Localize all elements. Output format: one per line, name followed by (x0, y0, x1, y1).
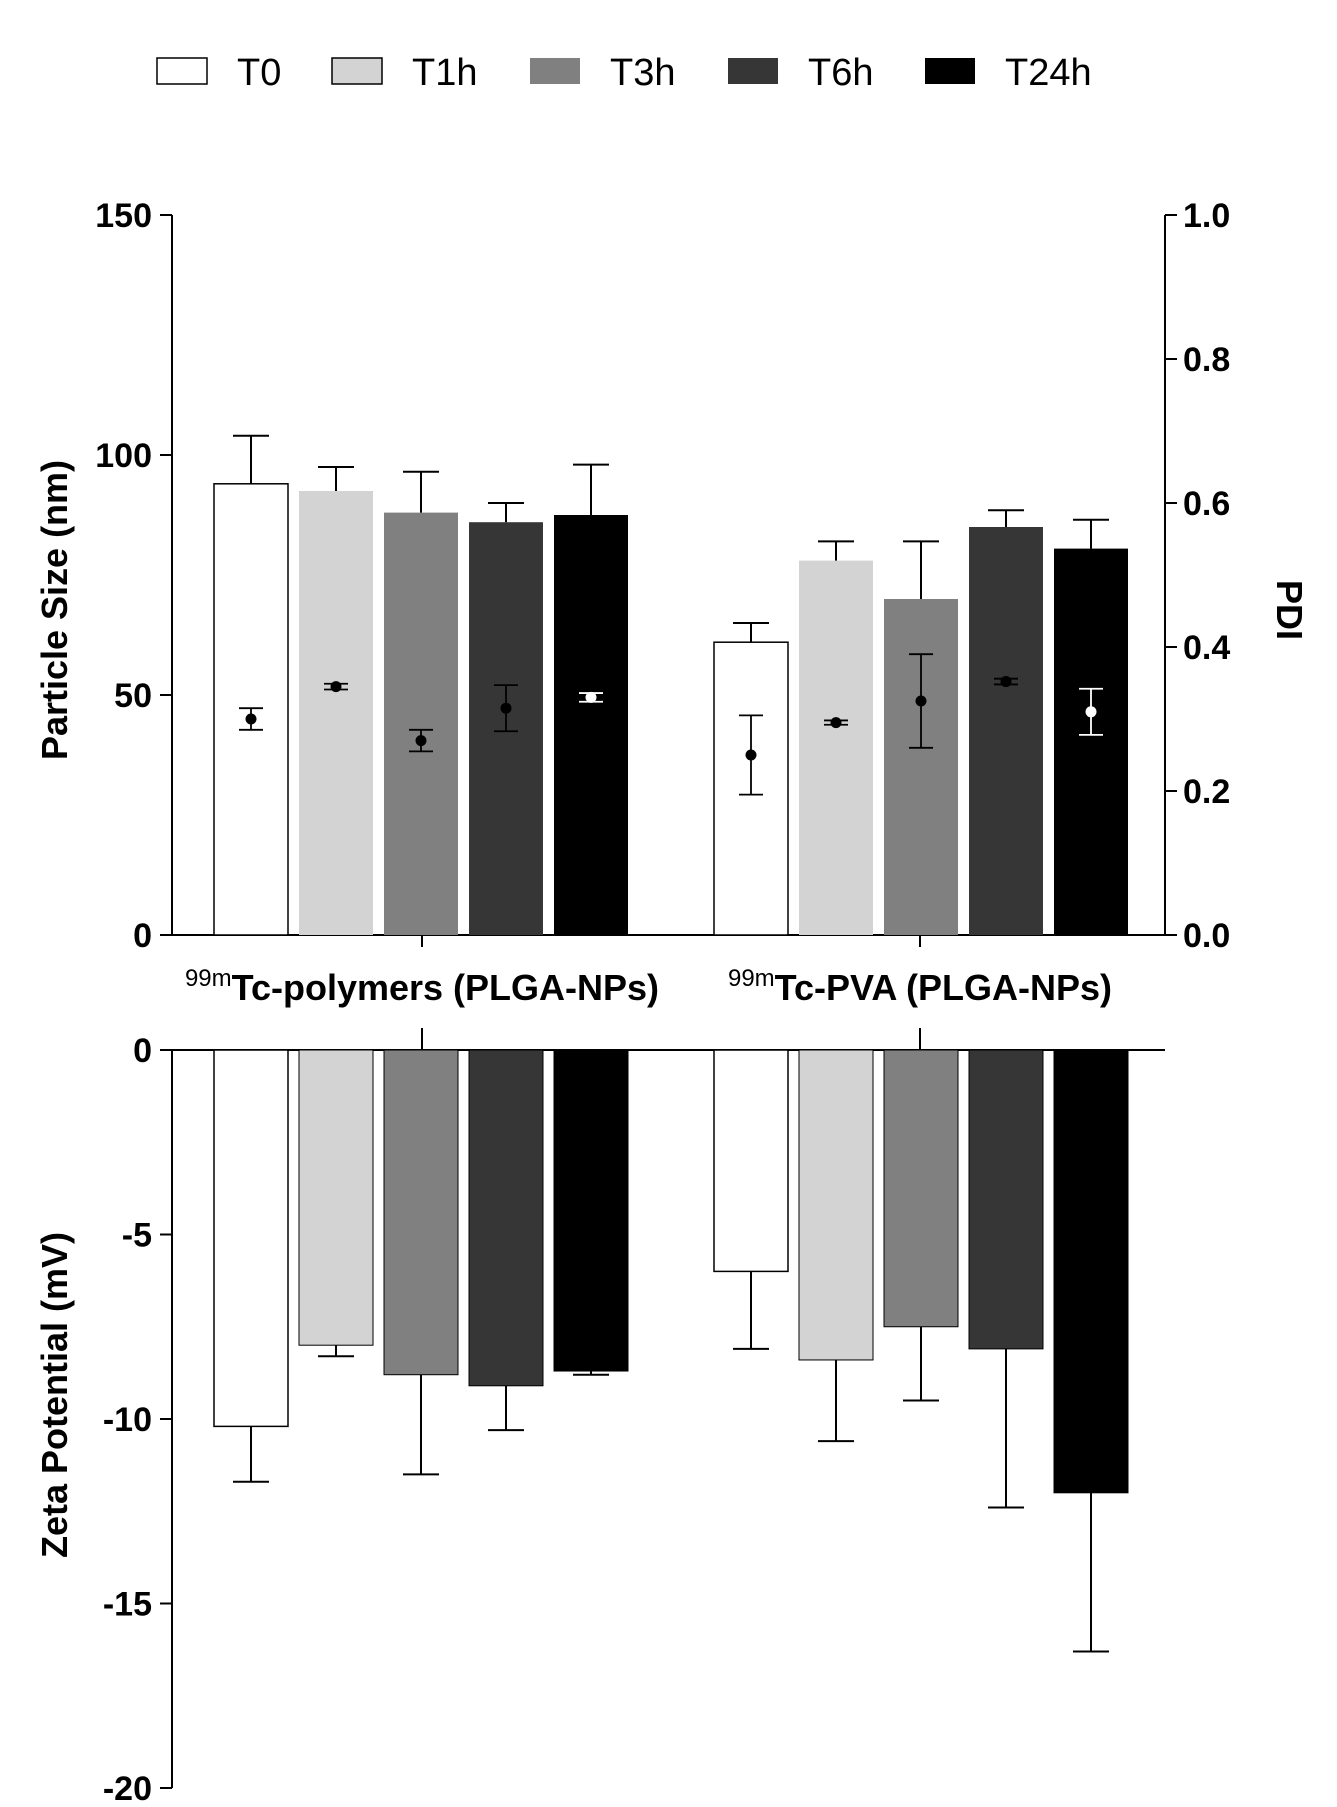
size-bar-polymers-t24h (554, 515, 628, 935)
group-label-pva: 99mTc-PVA (PLGA-NPs) (728, 965, 1112, 1008)
group-label-polymers-text: Tc-polymers (PLGA-NPs) (232, 967, 659, 1008)
legend-label-t24h: T24h (1005, 52, 1092, 94)
pdi-point-polymers-t24h (585, 691, 597, 703)
pdi-tick-label: 0.2 (1183, 773, 1230, 811)
zeta-bar-polymers-t0 (213, 1049, 289, 1428)
group-label-polymers-sup: 99m (185, 965, 232, 992)
particle-size-tick-label: 0 (133, 917, 152, 955)
pdi-point-pva-t3h (915, 695, 927, 707)
legend-item-t1h: T1h (331, 52, 477, 94)
zeta-bar-pva-t3h (883, 1049, 959, 1328)
legend-item-t6h: T6h (728, 52, 873, 94)
pdi-point-pva-t1h (830, 717, 842, 729)
pdi-axis-title: PDI (1269, 580, 1310, 640)
legend: T0 T1h T3h T6h T24h (156, 52, 1092, 94)
legend-swatch-t6h (728, 58, 778, 84)
size-bar-polymers-t1h (299, 491, 373, 935)
pdi-point-pva-t6h (1000, 676, 1012, 688)
zeta-bar-pva-t24h (1053, 1049, 1129, 1494)
chart-marks: 0 50 100 150 0.0 0.2 0.4 0.6 0.8 1.0 0 -5 -10 -15 -20 (95, 197, 1230, 1807)
pdi-point-pva-t24h (1085, 706, 1097, 718)
group-label-pva-sup: 99m (728, 965, 775, 992)
pdi-tick-label: 0.0 (1183, 917, 1230, 955)
zeta-tick-label: -10 (103, 1401, 152, 1439)
zeta-tick-label: 0 (133, 1032, 152, 1070)
group-label-pva-text: Tc-PVA (PLGA-NPs) (775, 967, 1112, 1008)
legend-item-t3h: T3h (530, 52, 675, 94)
size-bar-pva-t3h (884, 599, 958, 935)
zeta-tick-label: -5 (122, 1217, 152, 1255)
zeta-tick-label: -20 (103, 1770, 152, 1807)
zeta-bar-polymers-t24h (553, 1049, 629, 1372)
legend-label-t0: T0 (237, 52, 281, 94)
pdi-tick-label: 0.8 (1183, 341, 1230, 379)
legend-swatch-t24h (925, 58, 975, 84)
pdi-point-polymers-t3h (415, 735, 427, 747)
particle-size-tick-label: 150 (95, 197, 152, 235)
group-label-polymers: 99mTc-polymers (PLGA-NPs) (185, 965, 659, 1008)
particle-size-axis-title: Particle Size (nm) (34, 460, 75, 760)
pdi-point-polymers-t1h (330, 681, 342, 693)
legend-swatch-t3h (530, 58, 580, 84)
size-bar-pva-t24h (1054, 548, 1128, 935)
particle-size-tick-label: 50 (114, 677, 152, 715)
legend-label-t1h: T1h (412, 52, 477, 94)
legend-swatch-t1h (331, 57, 383, 85)
zeta-bar-polymers-t1h (298, 1049, 374, 1346)
size-bar-pva-t1h (799, 560, 873, 935)
pdi-tick-label: 1.0 (1183, 197, 1230, 235)
zeta-bar-polymers-t3h (383, 1049, 459, 1376)
pdi-tick-label: 0.6 (1183, 485, 1230, 523)
size-bar-pva-t6h (969, 527, 1043, 935)
pdi-point-polymers-t0 (245, 713, 257, 725)
zeta-potential-axis-title: Zeta Potential (mV) (34, 1232, 75, 1558)
zeta-bar-pva-t0 (713, 1049, 789, 1273)
legend-item-t0: T0 (156, 52, 281, 94)
legend-label-t6h: T6h (808, 52, 873, 94)
pdi-point-polymers-t6h (500, 702, 512, 714)
pdi-tick-label: 0.4 (1183, 629, 1230, 667)
pdi-point-pva-t0 (745, 749, 757, 761)
zeta-bar-polymers-t6h (468, 1049, 544, 1387)
particle-size-tick-label: 100 (95, 437, 152, 475)
size-bar-polymers-t3h (384, 512, 458, 935)
legend-swatch-t0 (156, 57, 208, 85)
zeta-bar-pva-t1h (798, 1049, 874, 1361)
legend-label-t3h: T3h (610, 52, 675, 94)
zeta-tick-label: -15 (103, 1586, 152, 1624)
legend-item-t24h: T24h (925, 52, 1092, 94)
zeta-bar-pva-t6h (968, 1049, 1044, 1350)
